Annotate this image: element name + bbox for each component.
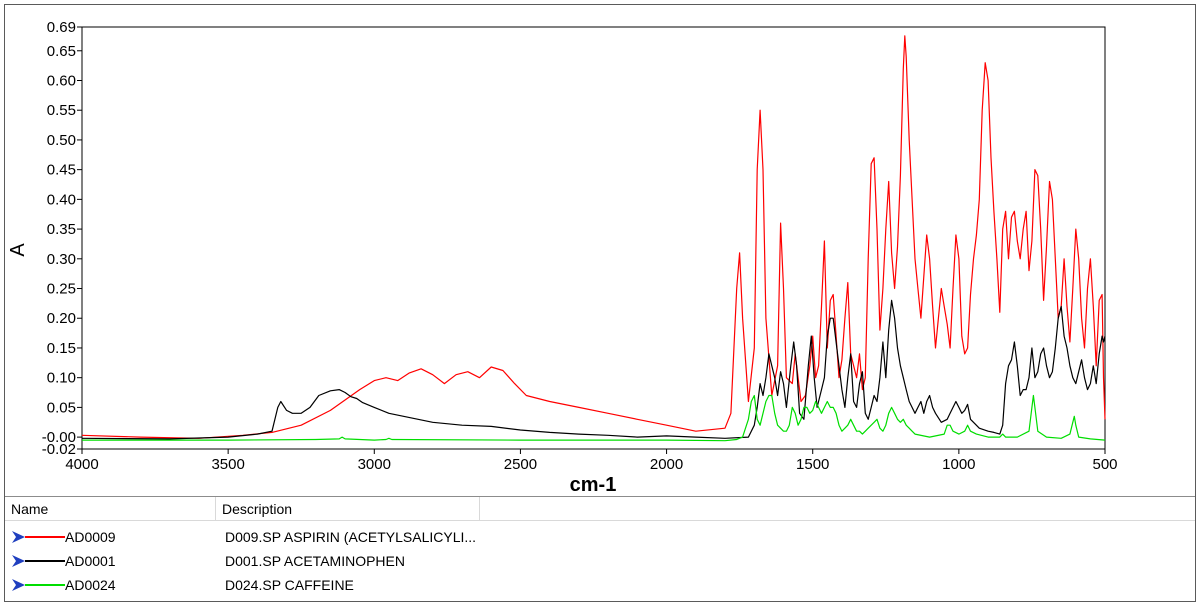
x-tick-label: 500 [1092,456,1117,473]
legend-table: Name Description AD0009 D009.SP ASPIRIN … [5,496,1195,601]
series-description: D024.SP CAFFEINE [225,577,354,593]
column-divider[interactable] [479,497,480,521]
series-name: AD0009 [65,529,116,545]
y-tick-label: 0.30 [47,251,76,268]
row-pointer-icon [12,579,25,591]
series-description: D001.SP ACETAMINOPHEN [225,553,405,569]
series-line-ad0009[interactable] [81,35,1106,439]
x-axis-title: cm-1 [570,474,617,496]
y-tick-label: 0.55 [47,102,76,119]
y-tick-label: 0.35 [47,221,76,238]
x-tick-label: 3000 [358,456,391,473]
plot-area [81,26,1106,450]
y-tick-label: 0.69 [47,19,76,36]
spectrum-chart: 0.69 0.65 0.60 0.55 0.50 0.45 0.40 0.35 0.30 0.25… [7,19,1118,496]
series-line-ad0024[interactable] [82,394,1106,442]
y-tick-label: 0.05 [47,399,76,416]
x-tick-label: 1000 [942,456,975,473]
series-color-swatch [25,536,65,538]
y-tick-label: -0.02 [42,441,76,458]
y-axis-ticks: 0.69 0.65 0.60 0.55 0.50 0.45 0.40 0.35 0.30 0.25… [42,19,82,458]
series-color-swatch [25,584,65,586]
legend-row[interactable]: AD0009 D009.SP ASPIRIN (ACETYLSALICYLI..… [5,525,1195,549]
row-pointer-icon [12,531,25,543]
x-axis-ticks: 4000 3500 3000 2500 2000 1500 1000 500 [65,449,1118,473]
series-name: AD0024 [65,577,116,593]
y-axis-title: A [7,243,29,257]
description-column-header[interactable]: Description [216,497,479,521]
x-tick-label: 2000 [650,456,683,473]
series-name: AD0001 [65,553,116,569]
series-color-swatch [25,560,65,562]
x-tick-label: 1500 [796,456,829,473]
legend-row[interactable]: AD0024 D024.SP CAFFEINE [5,573,1195,597]
empty-column-header [480,497,1195,521]
series-description: D009.SP ASPIRIN (ACETYLSALICYLI... [225,529,477,545]
x-tick-label: 3500 [211,456,244,473]
y-tick-label: 0.15 [47,340,76,357]
y-tick-label: 0.45 [47,162,76,179]
y-tick-label: 0.25 [47,281,76,298]
y-tick-label: 0.65 [47,43,76,60]
x-tick-label: 4000 [65,456,98,473]
y-tick-label: 0.60 [47,72,76,89]
series-line-ad0001[interactable] [81,299,1106,440]
series-layer [81,35,1106,442]
y-tick-label: 0.20 [47,310,76,327]
legend-row[interactable]: AD0001 D001.SP ACETAMINOPHEN [5,549,1195,573]
row-pointer-icon [12,555,25,567]
name-column-header[interactable]: Name [5,497,215,521]
y-tick-label: -0.00 [42,429,76,446]
y-tick-label: 0.40 [47,191,76,208]
y-tick-label: 0.10 [47,370,76,387]
column-divider[interactable] [215,497,216,521]
y-tick-label: 0.50 [47,132,76,149]
x-tick-label: 2500 [504,456,537,473]
